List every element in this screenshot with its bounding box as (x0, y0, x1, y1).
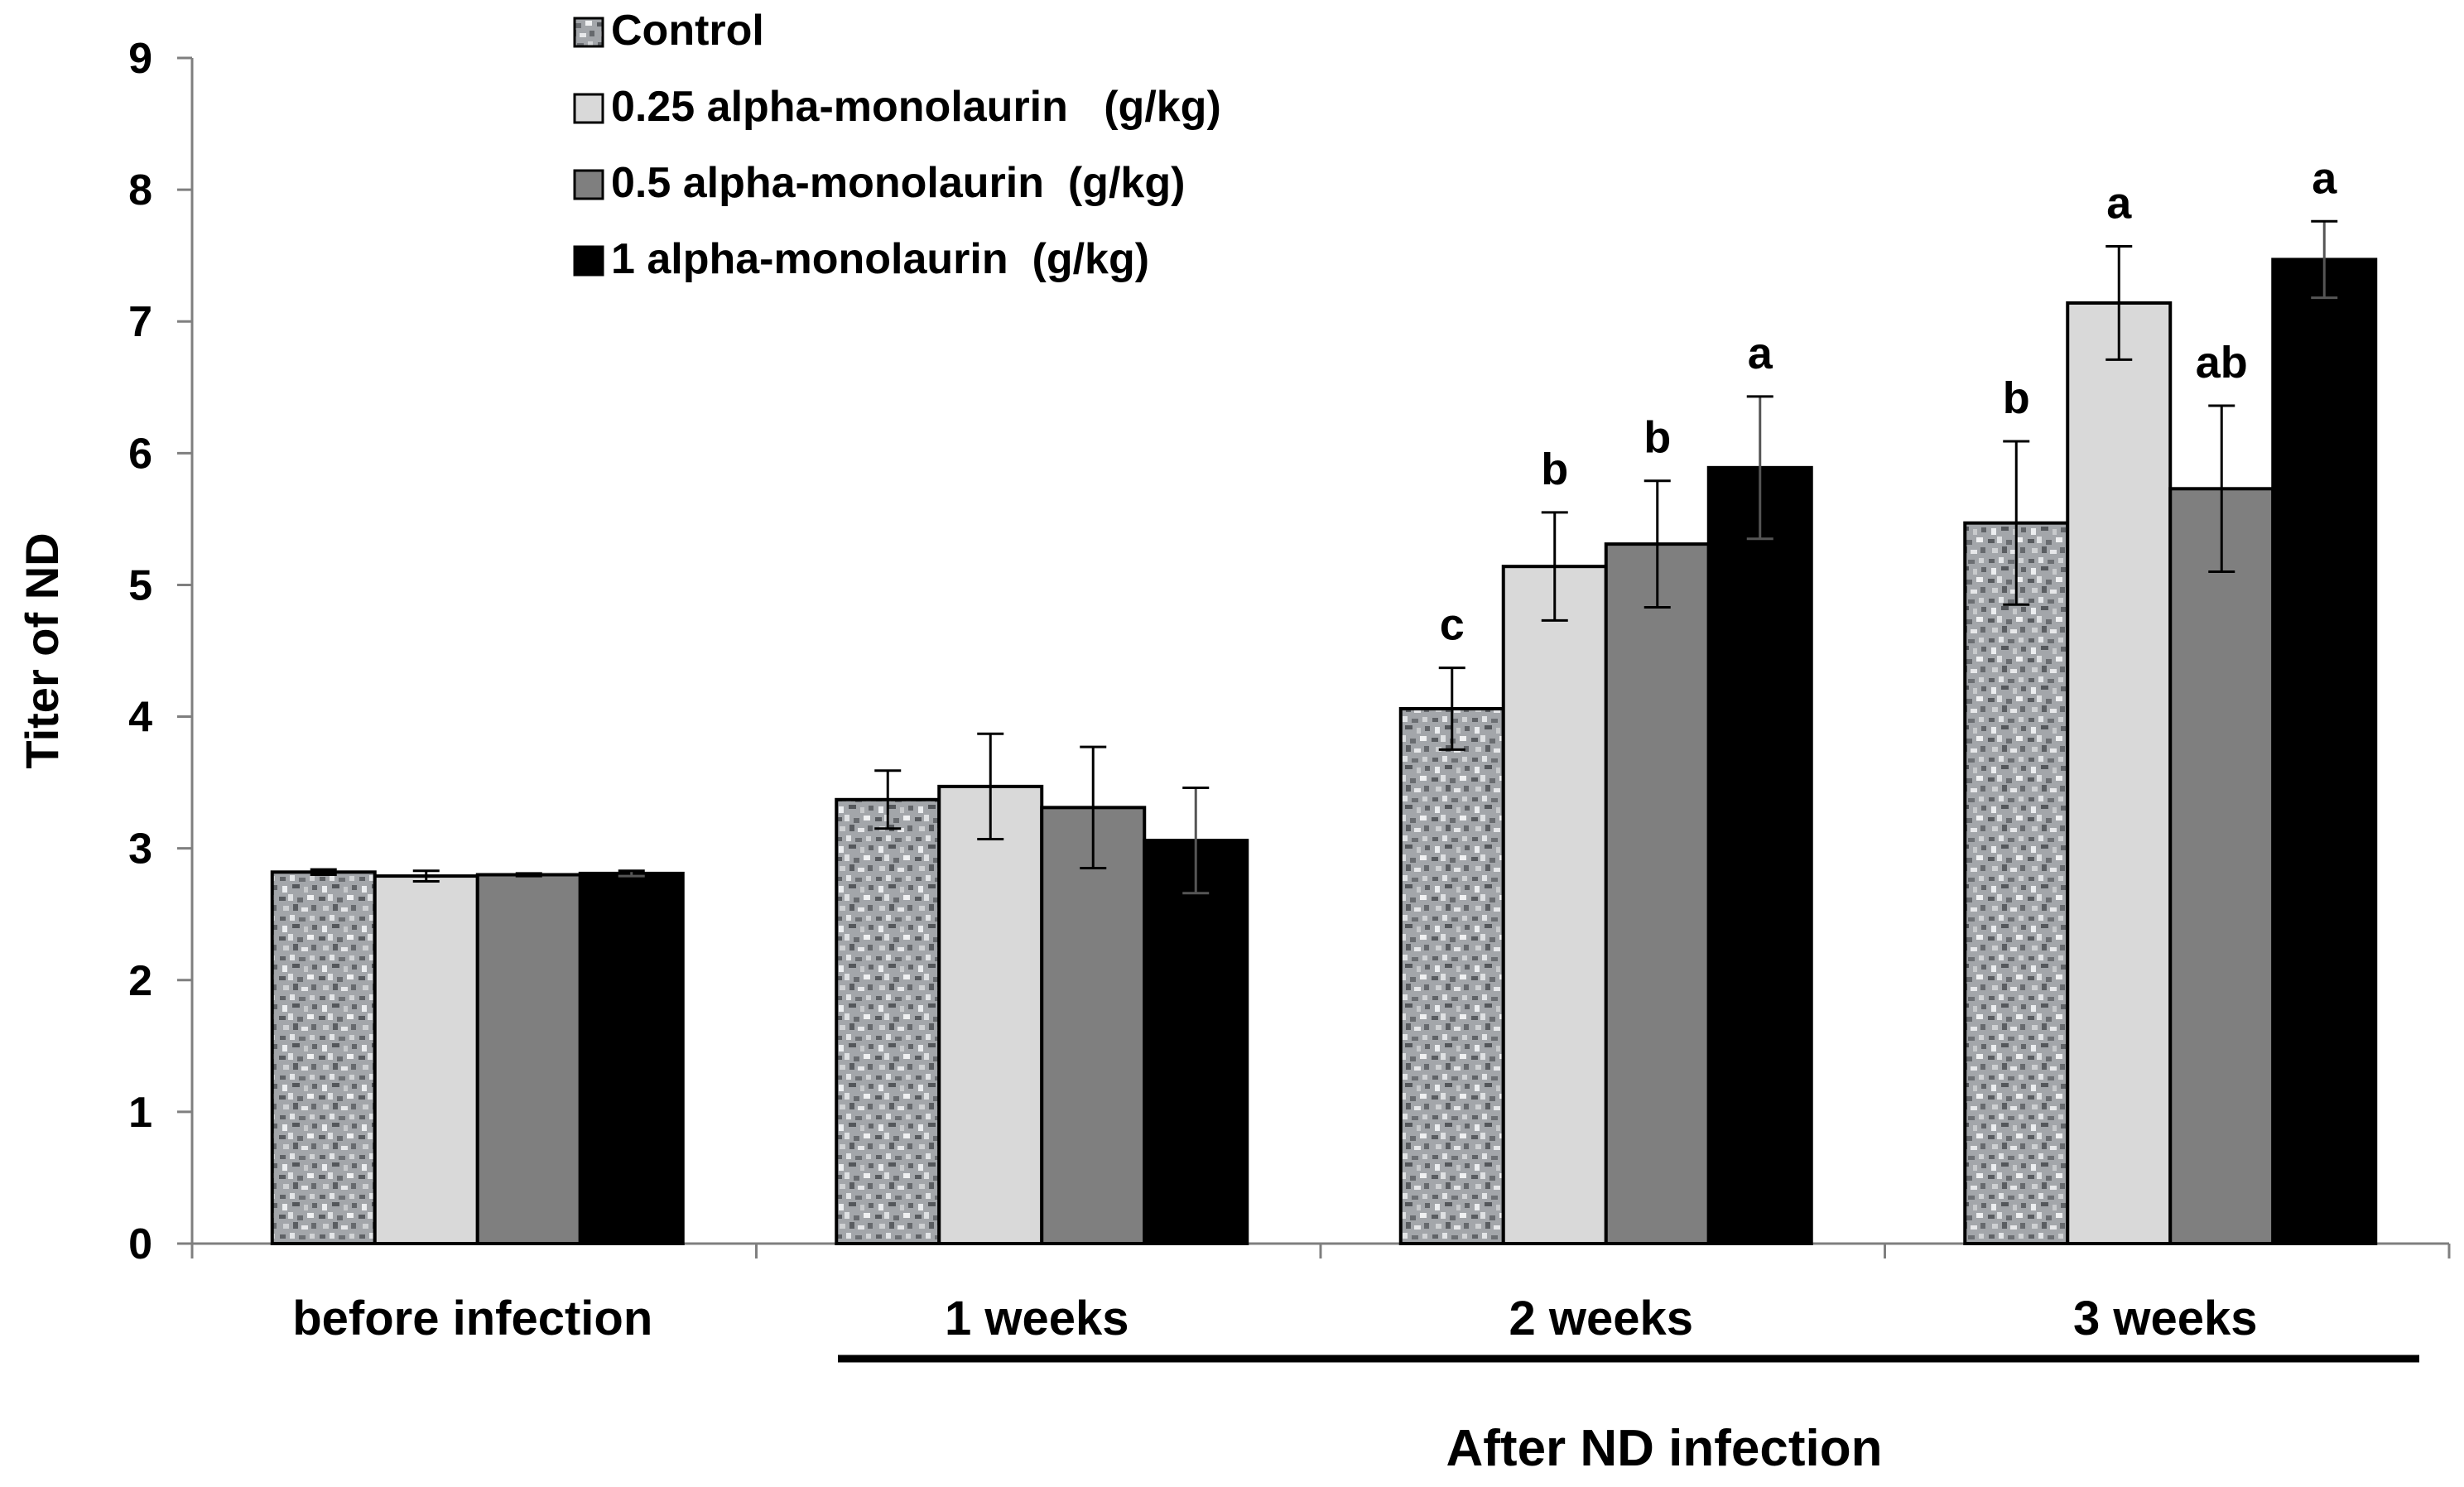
y-tick-label: 7 (128, 298, 152, 346)
bar (2168, 487, 2275, 1245)
significance-label: ab (2196, 338, 2248, 387)
legend: Control 0.25 alpha-monolaurin (g/kg) 0.5 a… (573, 7, 1221, 283)
bar (1501, 565, 1608, 1245)
bar (937, 784, 1044, 1245)
legend-swatch (573, 245, 604, 277)
x-category-label: 3 weeks (2073, 1292, 2258, 1345)
bar (835, 797, 941, 1245)
bar (1143, 839, 1249, 1245)
bar (373, 874, 479, 1245)
bar (1963, 521, 2070, 1245)
after-infection-label: After ND infection (1446, 1420, 1883, 1477)
legend-label: 0.25 alpha-monolaurin (g/kg) (611, 83, 1221, 131)
y-tick-label: 8 (128, 166, 152, 214)
y-tick-label: 6 (128, 430, 152, 478)
y-tick-label: 5 (128, 561, 152, 609)
y-tick-label: 9 (128, 35, 152, 83)
legend-swatch (573, 17, 604, 48)
legend-label: 0.5 alpha-monolaurin (g/kg) (611, 159, 1185, 207)
significance-label: a (2312, 153, 2337, 203)
y-tick-label: 0 (128, 1220, 152, 1268)
significance-label: a (2106, 179, 2132, 229)
legend-label: Control (611, 7, 764, 55)
y-tick-label: 3 (128, 825, 152, 873)
bar (270, 870, 377, 1245)
x-category-label: 1 weeks (945, 1292, 1129, 1345)
y-tick-label: 1 (128, 1089, 152, 1137)
significance-label: a (1748, 329, 1773, 378)
legend-label: 1 alpha-monolaurin (g/kg) (611, 235, 1149, 283)
bar (1604, 542, 1711, 1245)
bar (2066, 301, 2173, 1245)
y-axis-title: Titer of ND (16, 532, 68, 768)
bar (1706, 465, 1813, 1245)
significance-label: b (1541, 445, 1568, 494)
significance-label: c (1440, 600, 1465, 650)
x-category-label: 2 weeks (1509, 1292, 1693, 1345)
significance-label: b (1643, 413, 1671, 463)
y-tick-label: 4 (128, 694, 152, 742)
x-category-label: before infection (292, 1292, 652, 1345)
legend-swatch (573, 93, 604, 124)
bar (2271, 257, 2378, 1246)
legend-swatch (573, 169, 604, 200)
significance-label: b (2003, 373, 2030, 423)
y-tick-label: 2 (128, 957, 152, 1005)
bar (1040, 806, 1147, 1245)
bar (475, 873, 582, 1245)
bar (1398, 707, 1505, 1245)
bar (578, 871, 685, 1246)
